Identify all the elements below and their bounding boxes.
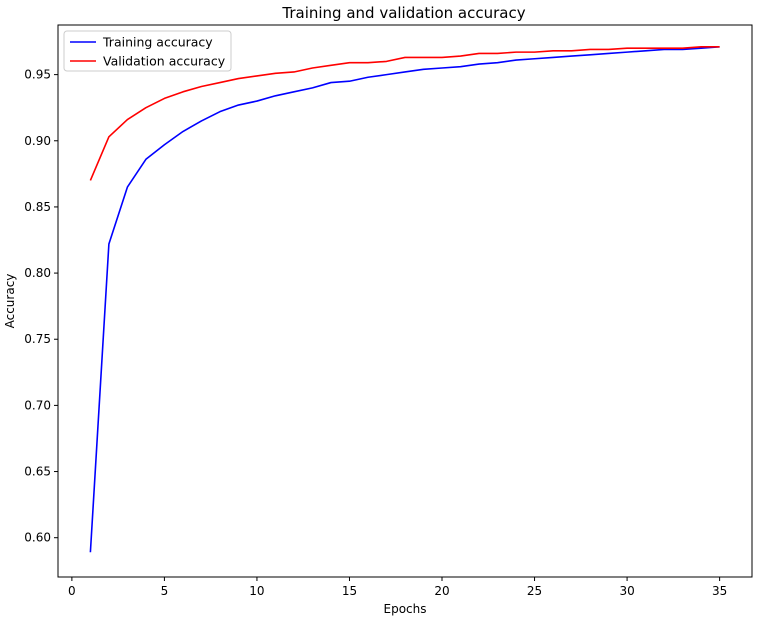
chart-title: Training and validation accuracy — [281, 4, 525, 22]
x-tick-label: 30 — [619, 584, 634, 598]
y-tick-label: 0.60 — [24, 531, 51, 545]
y-axis-label: Accuracy — [3, 274, 17, 329]
y-tick-label: 0.80 — [24, 266, 51, 280]
y-axis: 0.60 0.65 0.70 0.75 0.80 0.85 0.90 0.95 — [24, 68, 58, 545]
y-tick-label: 0.85 — [24, 200, 51, 214]
x-tick-label: 5 — [161, 584, 169, 598]
plot-frame — [57, 24, 753, 578]
legend: Training accuracy Validation accuracy — [63, 30, 232, 72]
y-tick-label: 0.75 — [24, 332, 51, 346]
x-axis-label: Epochs — [384, 602, 427, 616]
legend-label: Training accuracy — [102, 35, 213, 50]
x-axis: 0 5 10 15 20 25 30 35 — [68, 577, 727, 598]
series-line-2 — [89, 46, 720, 181]
y-tick-label: 0.65 — [24, 465, 51, 479]
plot-lines — [89, 46, 720, 553]
legend-box — [63, 30, 232, 72]
x-tick-label: 15 — [342, 584, 357, 598]
y-tick-label: 0.70 — [24, 398, 51, 412]
x-tick-label: 10 — [249, 584, 264, 598]
x-tick-label: 25 — [527, 584, 542, 598]
x-tick-label: 35 — [712, 584, 727, 598]
series-line-1 — [89, 46, 720, 553]
y-tick-label: 0.95 — [24, 68, 51, 82]
x-tick-label: 20 — [434, 584, 449, 598]
y-tick-label: 0.90 — [24, 134, 51, 148]
legend-label: Validation accuracy — [103, 54, 226, 69]
x-tick-label: 0 — [68, 584, 76, 598]
